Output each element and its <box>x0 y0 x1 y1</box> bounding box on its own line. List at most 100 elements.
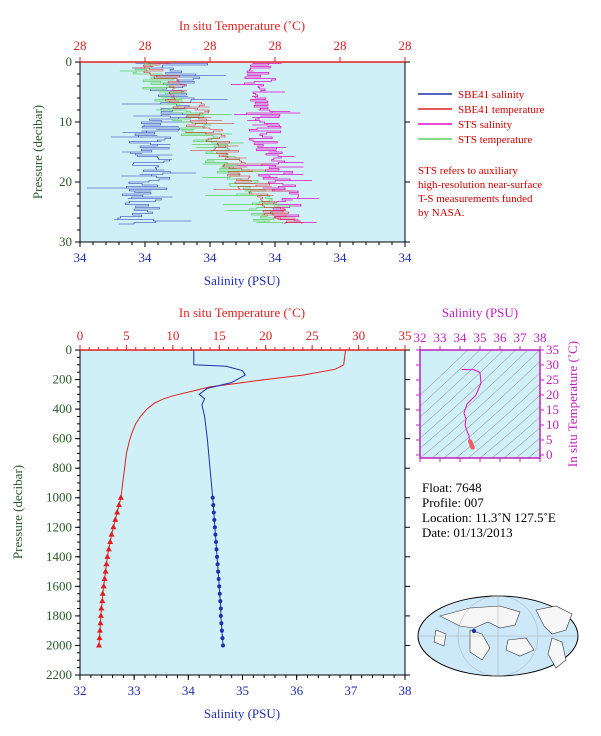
ts-contour <box>420 350 469 396</box>
p1-xtick-label-4: 34 <box>334 250 348 265</box>
float-info: Float: 7648 Profile: 007 Location: 11.3˚… <box>422 480 556 540</box>
salinity-marker-7 <box>214 547 219 552</box>
salinity-marker-19 <box>220 636 225 641</box>
ts-xtick-label-0: 32 <box>414 330 427 345</box>
p2-ttick-label-4: 20 <box>259 328 272 343</box>
salinity-marker-5 <box>213 532 218 537</box>
p1-ytick-label-0: 0 <box>66 54 73 69</box>
sts-note-line-0: STS refers to auxiliary <box>418 165 518 177</box>
temperature-marker-20 <box>96 641 103 648</box>
ts-contour <box>503 427 540 458</box>
ts-ytick-label-7: 35 <box>546 342 559 357</box>
legend-label-2: STS salinity <box>458 119 513 131</box>
salinity-marker-6 <box>213 540 218 545</box>
temperature-marker-0 <box>117 494 124 500</box>
salinity-marker-9 <box>215 562 220 567</box>
ts-ytick-label-0: 0 <box>546 447 553 462</box>
ts-contour <box>479 405 540 458</box>
p2-ytick-label-10: 2000 <box>46 637 72 652</box>
temperature-marker-6 <box>107 538 114 545</box>
ts-xtick-label-4: 36 <box>494 330 508 345</box>
p1-ttick-label-1: 28 <box>139 38 152 53</box>
legend: SBE41 salinity SBE41 temperature STS salin… <box>418 89 545 146</box>
sts-salinity-trace <box>231 61 319 224</box>
temperature-marker-7 <box>105 545 112 552</box>
ts-contour <box>420 350 517 439</box>
temperature-marker-8 <box>104 553 111 559</box>
p2-ytick-label-4: 800 <box>53 460 73 475</box>
legend-label-0: SBE41 salinity <box>458 89 525 101</box>
sts-note: STS refers to auxiliary high-resolution n… <box>418 165 542 219</box>
ts-ytick-label-3: 15 <box>546 402 559 417</box>
p2-xtick-label-4: 36 <box>290 683 304 698</box>
salinity-marker-12 <box>217 584 222 589</box>
ts-ytick-label-6: 30 <box>546 357 559 372</box>
ts-ytick-label-2: 10 <box>546 417 559 432</box>
temperature-marker-17 <box>97 619 104 626</box>
location: Location: 11.3˚N 127.5˚E <box>422 510 556 525</box>
sts-note-line-2: T-S measurements funded <box>418 193 533 205</box>
map-graticule <box>418 595 578 677</box>
ts-contour <box>515 437 540 458</box>
p1-ytick-label-1: 10 <box>59 114 72 129</box>
p2-xtick-label-6: 38 <box>399 683 412 698</box>
ts-title: Salinity (PSU) <box>442 305 518 320</box>
ts-xtick-label-3: 35 <box>474 330 487 345</box>
p2-ttick-label-1: 5 <box>123 328 130 343</box>
p1-ttick-label-2: 28 <box>204 38 217 53</box>
temperature-marker-15 <box>98 605 105 611</box>
ts-data <box>420 350 540 458</box>
temperature-marker-14 <box>99 597 106 604</box>
p1-ttick-label-0: 28 <box>74 38 87 53</box>
temperature-marker-13 <box>99 590 106 596</box>
salinity-marker-14 <box>218 599 223 604</box>
salinity-marker-8 <box>215 554 220 559</box>
p2-ytick-label-11: 2200 <box>46 667 72 682</box>
temperature-marker-18 <box>96 627 103 633</box>
ts-ytick-label-4: 20 <box>546 387 559 402</box>
ts-xtick-label-2: 34 <box>454 330 468 345</box>
p2-ttick-label-6: 30 <box>352 328 365 343</box>
full-profile-axes: 0200400600800100012001400160018002000220… <box>46 328 412 698</box>
p2-ytick-label-6: 1200 <box>46 519 72 534</box>
p2-ttick-label-7: 35 <box>399 328 412 343</box>
salinity-marker-16 <box>218 613 223 618</box>
p2-xtick-label-5: 37 <box>344 683 358 698</box>
temperature-marker-12 <box>100 582 107 589</box>
p2-ytick-label-7: 1400 <box>46 549 72 564</box>
p1-xtick-label-2: 34 <box>204 250 218 265</box>
salinity-marker-11 <box>216 576 221 581</box>
p1-ttick-label-4: 28 <box>334 38 347 53</box>
full-profile-data <box>96 349 347 648</box>
p1-xtick-label-1: 34 <box>139 250 153 265</box>
near-surface-data <box>86 61 319 225</box>
profile-series-1 <box>193 350 246 498</box>
salinity-marker-10 <box>216 569 221 574</box>
p2-ytick-label-8: 1600 <box>46 578 72 593</box>
ts-contour <box>455 383 540 458</box>
p1-xtick-label-3: 34 <box>269 250 283 265</box>
near-surface-title: In situ Temperature (˚C) <box>179 18 305 33</box>
float-location-marker <box>471 628 477 634</box>
ts-plot-area <box>420 350 540 458</box>
full-profile-panel: 0200400600800100012001400160018002000220… <box>10 305 412 721</box>
temperature-marker-19 <box>96 634 103 641</box>
p2-ytick-label-3: 600 <box>53 431 73 446</box>
p2-ttick-label-2: 10 <box>166 328 179 343</box>
ts-contour <box>420 350 505 429</box>
p2-xtick-label-0: 32 <box>74 683 87 698</box>
p1-ytick-label-3: 30 <box>59 234 72 249</box>
salinity-marker-3 <box>212 517 217 522</box>
temperature-marker-4 <box>110 523 117 530</box>
near-surface-xlabel: Salinity (PSU) <box>204 273 280 288</box>
ts-contour <box>491 416 540 458</box>
salinity-marker-15 <box>218 606 223 611</box>
temperature-marker-3 <box>112 516 119 522</box>
p2-ytick-label-1: 200 <box>53 372 73 387</box>
p2-ytick-label-0: 0 <box>66 342 73 357</box>
date: Date: 01/13/2013 <box>422 525 513 540</box>
ts-contour <box>467 394 540 458</box>
p1-xtick-label-5: 34 <box>399 250 413 265</box>
